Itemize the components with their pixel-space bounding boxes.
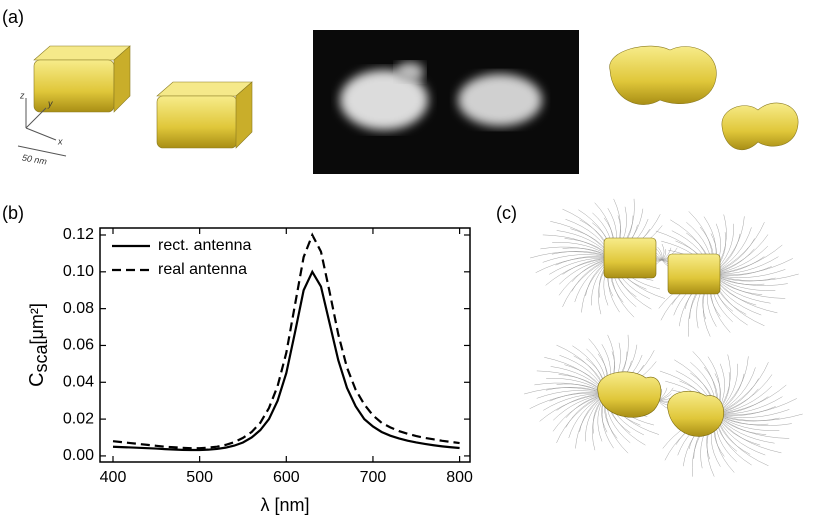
x-tick-label: 800 (446, 469, 473, 486)
legend-label: real antenna (158, 261, 247, 278)
y-label-unit: [μm²] (27, 303, 47, 344)
axis-icon-label: y (47, 98, 53, 108)
y-tick-label: 0.02 (63, 410, 94, 427)
panel-label: (a) (2, 7, 24, 27)
plot-frame (100, 228, 470, 462)
y-tick-label: 0.10 (63, 263, 94, 280)
x-tick-label: 600 (273, 469, 300, 486)
panel-label: (c) (496, 203, 517, 223)
y-axis-label: Csca[μm²] (26, 303, 50, 387)
y-tick-label: 0.08 (63, 300, 94, 317)
x-axis-label: λ [nm] (260, 495, 309, 515)
legend-label: rect. antenna (158, 237, 252, 254)
x-tick-label: 700 (360, 469, 387, 486)
y-tick-label: 0.06 (63, 337, 94, 354)
figure: (a) (b) (c) z y x 50 nm λ [nm] (0, 0, 818, 518)
chart: λ [nm] Csca[μm²] 400 500 600 700 800 0.00 0.02… (26, 226, 473, 515)
antenna-render (598, 238, 724, 436)
y-tick-label: 0.12 (63, 226, 94, 243)
real-antenna-render (610, 46, 798, 150)
axis-icon-label: z (19, 90, 25, 100)
page: {"panels": {"a": "(a)", "b": "(b)", "c":… (0, 0, 818, 518)
field-line-render (524, 199, 803, 477)
sem-image (313, 30, 579, 174)
panel-label: (b) (2, 203, 24, 223)
series-line (113, 272, 460, 450)
x-tick-label: 400 (100, 469, 127, 486)
rect-antenna-render (34, 46, 252, 148)
y-tick-label: 0.04 (63, 374, 94, 391)
axis-icon-label: x (57, 136, 63, 146)
y-tick-label: 0.00 (63, 447, 94, 464)
y-label-symbol: C (26, 372, 48, 386)
scale-label: 50 nm (21, 152, 48, 166)
x-tick-label: 500 (186, 469, 213, 486)
y-label-subscript: sca (31, 343, 51, 372)
